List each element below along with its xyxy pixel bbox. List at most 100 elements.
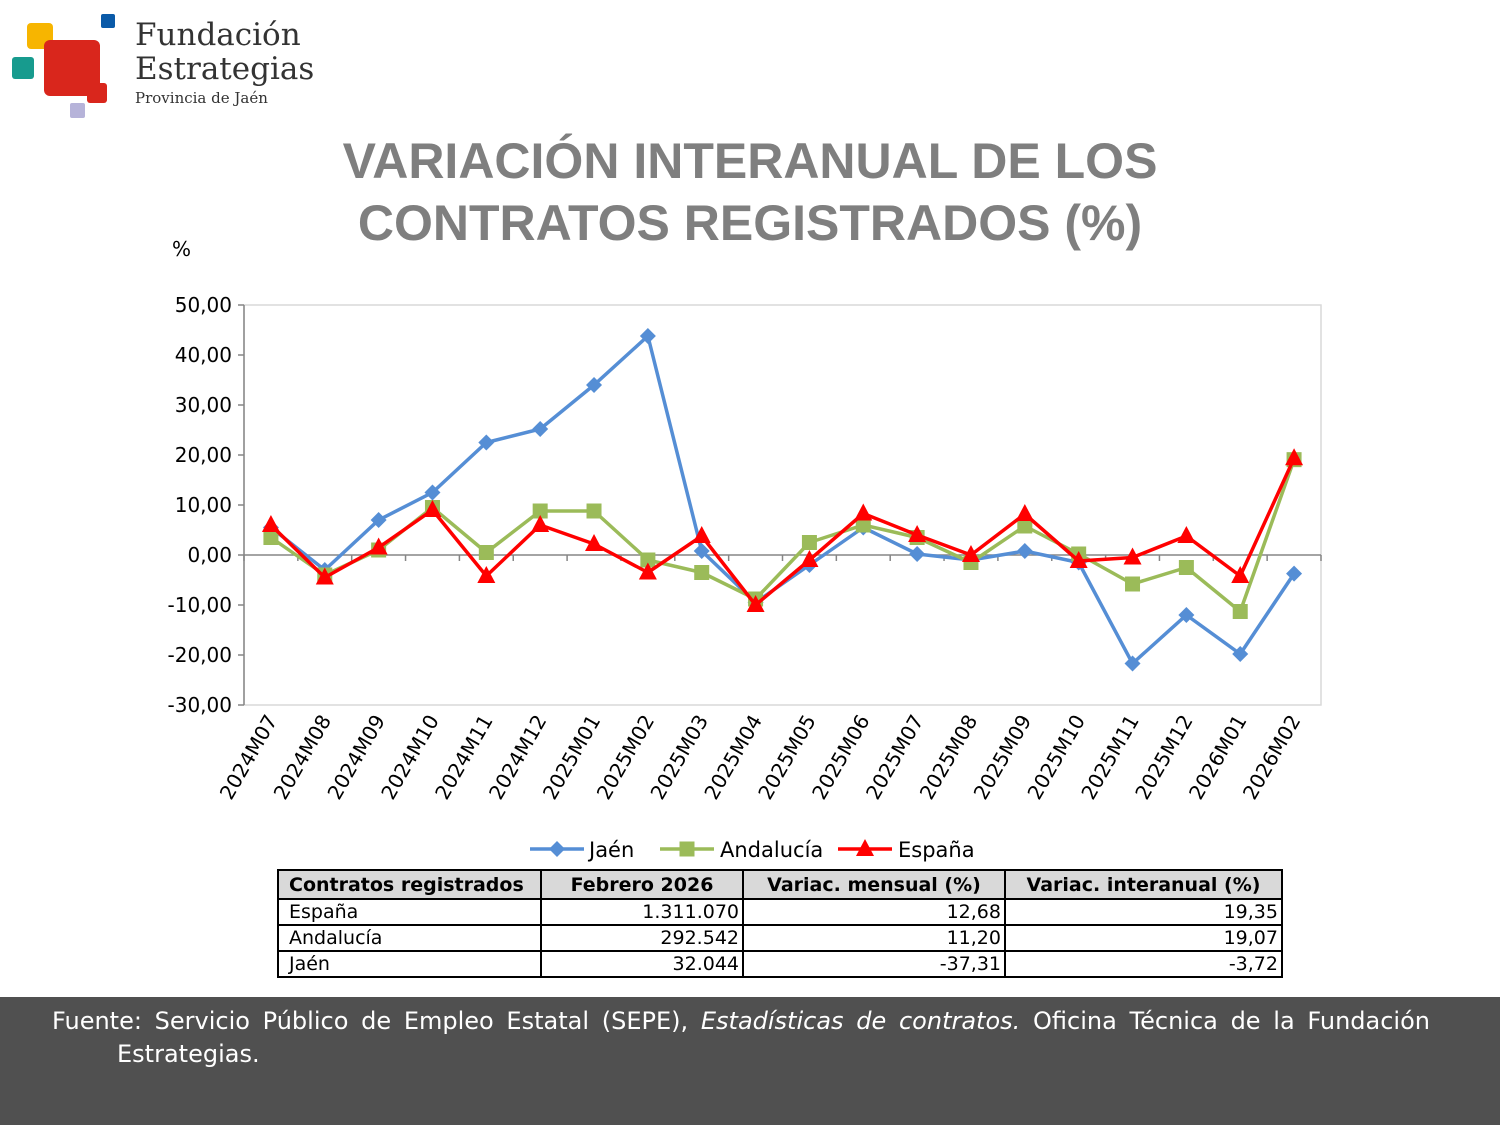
data-point-square — [694, 565, 710, 580]
data-point-triangle — [315, 567, 334, 585]
legend-item: Andalucía — [660, 838, 823, 862]
data-point-triangle — [746, 595, 765, 612]
source-prefix: Fuente: Servicio Público de Empleo Estat… — [52, 1007, 689, 1035]
logo-text-estrategias: Estrategias — [135, 51, 315, 87]
table-row: Andalucía 292.542 11,20 19,07 — [277, 924, 1283, 952]
data-point-triangle — [856, 839, 874, 856]
legend-item: Jaén — [530, 838, 634, 862]
data-point-triangle — [1285, 448, 1304, 466]
data-point-diamond — [693, 543, 710, 559]
data-point-triangle — [369, 537, 388, 555]
source-line-1: Fuente: Servicio Público de Empleo Estat… — [52, 1005, 1430, 1038]
title-line-2: CONTRATOS REGISTRADOS (%) — [357, 195, 1143, 251]
table-cell: 19,07 — [1004, 924, 1283, 952]
data-point-triangle — [961, 545, 980, 562]
data-point-diamond — [370, 512, 387, 528]
source-footer: Fuente: Servicio Público de Empleo Estat… — [0, 997, 1500, 1125]
y-tick-label: -10,00 — [168, 593, 232, 617]
data-point-diamond — [1232, 646, 1249, 662]
data-point-square — [532, 503, 548, 519]
data-point-triangle — [531, 515, 550, 532]
table-cell: Andalucía — [277, 924, 542, 952]
table-cell: 292.542 — [540, 924, 744, 952]
data-point-square — [586, 503, 602, 519]
table-header-cell: Febrero 2026 — [540, 869, 744, 900]
data-point-triangle — [908, 525, 927, 542]
series-line — [269, 457, 1296, 607]
data-point-square — [640, 552, 656, 568]
table-cell: -3,72 — [1004, 950, 1283, 978]
source-text: Fuente: Servicio Público de Empleo Estat… — [52, 1005, 1430, 1071]
table-row: Jaén 32.044 -37,31 -3,72 — [277, 950, 1283, 978]
y-tick-label: 40,00 — [175, 343, 232, 367]
data-point-square — [855, 517, 871, 533]
line-chart: % 50,00 40,00 30,00 20,00 10,00 0,00 -10,00 -20… — [168, 237, 1322, 862]
title-line-1: VARIACIÓN INTERANUAL DE LOS — [342, 133, 1158, 189]
table-cell: 19,35 — [1004, 898, 1283, 926]
data-point-triangle — [854, 503, 873, 521]
data-point-triangle — [1123, 547, 1142, 565]
table-cell: 11,20 — [742, 924, 1006, 952]
data-point-triangle — [1069, 551, 1088, 568]
data-point-diamond — [1016, 543, 1033, 559]
logo-square-red-small — [87, 83, 107, 103]
table-cell: España — [277, 898, 542, 926]
table-cell: -37,31 — [742, 950, 1006, 978]
data-point-square — [478, 545, 494, 560]
data-point-square — [801, 535, 817, 550]
data-point-diamond — [478, 434, 495, 451]
series-line — [269, 459, 1296, 614]
data-point-diamond — [1178, 607, 1195, 623]
table-row: España 1.311.070 12,68 19,35 — [277, 898, 1283, 926]
series-layer — [261, 328, 1304, 672]
data-point-triangle — [1231, 566, 1250, 583]
data-point-square — [1125, 576, 1141, 592]
legend-label: Jaén — [587, 838, 634, 862]
source-publication: Estadísticas de contratos. — [700, 1007, 1021, 1035]
data-point-triangle — [638, 562, 657, 580]
source-line-2: Estrategias. — [117, 1040, 260, 1068]
data-point-triangle — [585, 534, 604, 551]
data-point-triangle — [1177, 526, 1196, 543]
fundacion-estrategias-logo: Fundación Estrategias Provincia de Jaén — [10, 10, 314, 125]
data-point-diamond — [424, 484, 441, 501]
logo-text-provincia: Provincia de Jaén — [135, 89, 268, 107]
data-point-triangle — [423, 500, 442, 517]
data-point-diamond — [586, 377, 603, 393]
data-point-diamond — [639, 328, 656, 344]
data-point-triangle — [692, 526, 711, 543]
y-axis-ticks: 50,00 40,00 30,00 20,00 10,00 0,00 -10,00 -20,0… — [168, 293, 244, 717]
legend-item: España — [838, 838, 975, 862]
table-header-row: Contratos registrados Febrero 2026 Varia… — [277, 869, 1283, 900]
page-title: VARIACIÓN INTERANUAL DE LOS CONTRATOS RE… — [150, 130, 1350, 254]
plot-area — [243, 304, 1322, 706]
y-tick-label: 50,00 — [175, 293, 232, 317]
table-header-cell: Variac. mensual (%) — [742, 869, 1006, 900]
legend-label: España — [898, 838, 975, 862]
data-point-square — [1232, 604, 1248, 619]
data-point-diamond — [1286, 565, 1303, 582]
data-point-square — [1017, 518, 1033, 534]
y-axis-unit-label: % — [172, 237, 191, 261]
data-point-triangle — [1015, 504, 1034, 521]
y-tick-label: 30,00 — [175, 393, 232, 417]
table-cell: 1.311.070 — [540, 898, 744, 926]
contracts-table: Contratos registrados Febrero 2026 Varia… — [277, 869, 1283, 978]
table-cell: Jaén — [277, 950, 542, 978]
data-point-diamond — [549, 841, 565, 857]
data-point-triangle — [477, 566, 496, 583]
data-point-diamond — [909, 546, 926, 562]
source-suffix: Oficina Técnica de la Fundación — [1033, 1007, 1430, 1035]
series-españa — [261, 448, 1304, 612]
chart-legend: Jaén Andalucía España — [530, 838, 975, 862]
data-point-square — [1178, 560, 1194, 575]
table-header-cell: Contratos registrados — [277, 869, 542, 900]
table-cell: 32.044 — [540, 950, 744, 978]
data-point-square — [679, 841, 695, 857]
y-tick-label: 20,00 — [175, 443, 232, 467]
data-point-diamond — [1124, 655, 1141, 672]
data-point-triangle — [261, 515, 280, 532]
logo-square-lilac — [70, 103, 85, 118]
data-point-diamond — [532, 421, 549, 437]
y-tick-label: 0,00 — [187, 543, 232, 567]
